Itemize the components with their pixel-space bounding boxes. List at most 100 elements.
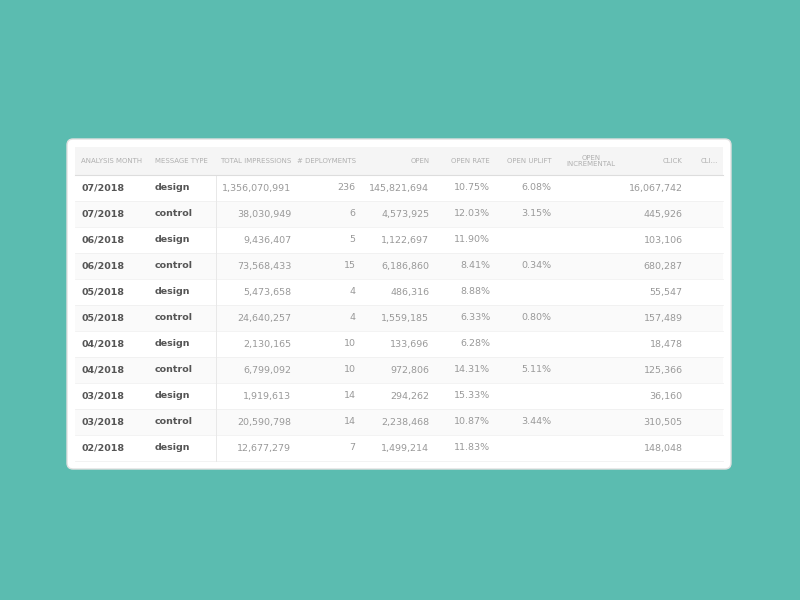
- Text: 4,573,925: 4,573,925: [381, 209, 430, 218]
- Text: design: design: [154, 184, 190, 193]
- Text: 133,696: 133,696: [390, 340, 430, 349]
- Text: 3.15%: 3.15%: [521, 209, 551, 218]
- Text: 157,489: 157,489: [644, 313, 682, 323]
- Text: 4: 4: [350, 287, 355, 296]
- Text: 5.11%: 5.11%: [521, 365, 551, 374]
- Text: 236: 236: [338, 184, 355, 193]
- Text: 2,130,165: 2,130,165: [243, 340, 291, 349]
- Text: 73,568,433: 73,568,433: [237, 262, 291, 271]
- Text: MESSAGE TYPE: MESSAGE TYPE: [154, 158, 208, 164]
- Text: TOTAL IMPRESSIONS: TOTAL IMPRESSIONS: [220, 158, 291, 164]
- Bar: [75, 201, 723, 227]
- Text: 8.88%: 8.88%: [460, 287, 490, 296]
- Text: 486,316: 486,316: [390, 287, 430, 296]
- Text: 16,067,742: 16,067,742: [629, 184, 682, 193]
- Text: # DEPLOYMENTS: # DEPLOYMENTS: [297, 158, 355, 164]
- Text: OPEN RATE: OPEN RATE: [451, 158, 490, 164]
- Text: 6.33%: 6.33%: [460, 313, 490, 323]
- Text: 04/2018: 04/2018: [81, 365, 124, 374]
- Text: 38,030,949: 38,030,949: [237, 209, 291, 218]
- Text: 24,640,257: 24,640,257: [238, 313, 291, 323]
- Text: control: control: [154, 418, 193, 427]
- Text: 1,356,070,991: 1,356,070,991: [222, 184, 291, 193]
- Text: 11.90%: 11.90%: [454, 235, 490, 245]
- Text: control: control: [154, 313, 193, 323]
- Text: 07/2018: 07/2018: [81, 184, 124, 193]
- Text: 04/2018: 04/2018: [81, 340, 124, 349]
- Text: 1,499,214: 1,499,214: [382, 443, 430, 452]
- Text: design: design: [154, 235, 190, 245]
- Text: 103,106: 103,106: [643, 235, 682, 245]
- Text: 7: 7: [350, 443, 355, 452]
- FancyBboxPatch shape: [67, 139, 731, 469]
- Text: CLICK: CLICK: [663, 158, 682, 164]
- Text: 06/2018: 06/2018: [81, 235, 124, 245]
- Text: 5,473,658: 5,473,658: [243, 287, 291, 296]
- Text: 445,926: 445,926: [644, 209, 682, 218]
- Text: 294,262: 294,262: [390, 391, 430, 401]
- Text: 1,559,185: 1,559,185: [382, 313, 430, 323]
- Bar: [75, 305, 723, 331]
- Text: 12.03%: 12.03%: [454, 209, 490, 218]
- Text: design: design: [154, 340, 190, 349]
- Text: design: design: [154, 391, 190, 401]
- Text: 15: 15: [343, 262, 355, 271]
- Bar: [75, 147, 723, 175]
- Text: 5: 5: [350, 235, 355, 245]
- Text: OPEN UPLIFT: OPEN UPLIFT: [506, 158, 551, 164]
- Text: design: design: [154, 443, 190, 452]
- Text: 10.75%: 10.75%: [454, 184, 490, 193]
- Text: 15.33%: 15.33%: [454, 391, 490, 401]
- Text: 10.87%: 10.87%: [454, 418, 490, 427]
- Text: 0.80%: 0.80%: [521, 313, 551, 323]
- Text: control: control: [154, 365, 193, 374]
- Bar: [75, 331, 723, 357]
- Text: 10: 10: [343, 365, 355, 374]
- Bar: [75, 175, 723, 201]
- Text: 05/2018: 05/2018: [81, 287, 124, 296]
- Text: 6.28%: 6.28%: [460, 340, 490, 349]
- Text: 2,238,468: 2,238,468: [381, 418, 430, 427]
- Text: 14.31%: 14.31%: [454, 365, 490, 374]
- Bar: [75, 279, 723, 305]
- Text: OPEN: OPEN: [410, 158, 430, 164]
- Text: 310,505: 310,505: [643, 418, 682, 427]
- Text: 02/2018: 02/2018: [81, 443, 124, 452]
- Bar: [75, 227, 723, 253]
- Text: 10: 10: [343, 340, 355, 349]
- Text: control: control: [154, 262, 193, 271]
- Text: 148,048: 148,048: [644, 443, 682, 452]
- Text: 03/2018: 03/2018: [81, 418, 124, 427]
- Text: CLI...: CLI...: [701, 158, 718, 164]
- Text: 9,436,407: 9,436,407: [243, 235, 291, 245]
- Text: OPEN
INCREMENTAL: OPEN INCREMENTAL: [566, 154, 615, 167]
- Text: 06/2018: 06/2018: [81, 262, 124, 271]
- Text: 18,478: 18,478: [650, 340, 682, 349]
- Text: 6: 6: [350, 209, 355, 218]
- Bar: [75, 409, 723, 435]
- Text: 3.44%: 3.44%: [521, 418, 551, 427]
- Text: 05/2018: 05/2018: [81, 313, 124, 323]
- Text: 36,160: 36,160: [650, 391, 682, 401]
- Text: control: control: [154, 209, 193, 218]
- Text: 8.41%: 8.41%: [460, 262, 490, 271]
- Text: 1,122,697: 1,122,697: [382, 235, 430, 245]
- Text: 145,821,694: 145,821,694: [370, 184, 430, 193]
- Text: 680,287: 680,287: [644, 262, 682, 271]
- Text: 4: 4: [350, 313, 355, 323]
- Text: 972,806: 972,806: [390, 365, 430, 374]
- Text: design: design: [154, 287, 190, 296]
- Text: 1,919,613: 1,919,613: [243, 391, 291, 401]
- Bar: [75, 383, 723, 409]
- Text: 03/2018: 03/2018: [81, 391, 124, 401]
- Text: ANALYSIS MONTH: ANALYSIS MONTH: [81, 158, 142, 164]
- Text: 20,590,798: 20,590,798: [238, 418, 291, 427]
- Text: 6.08%: 6.08%: [521, 184, 551, 193]
- Text: 0.34%: 0.34%: [521, 262, 551, 271]
- Text: 55,547: 55,547: [650, 287, 682, 296]
- Bar: [75, 357, 723, 383]
- Text: 12,677,279: 12,677,279: [238, 443, 291, 452]
- Text: 125,366: 125,366: [643, 365, 682, 374]
- Text: 14: 14: [343, 418, 355, 427]
- Text: 14: 14: [343, 391, 355, 401]
